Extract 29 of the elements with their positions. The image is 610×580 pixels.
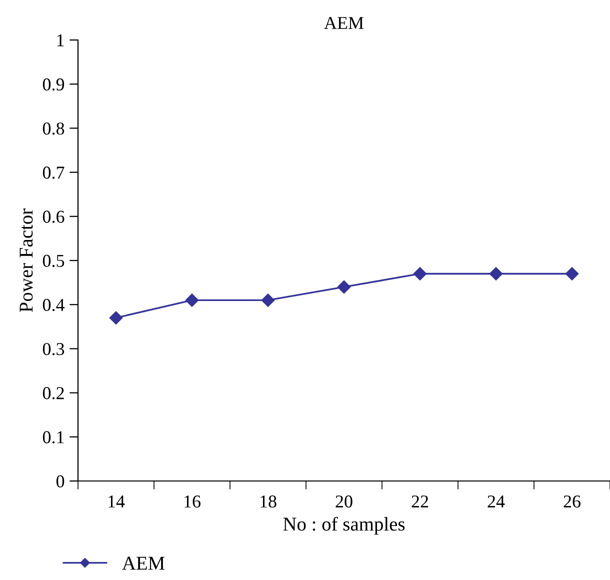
x-axis-title: No : of samples bbox=[283, 516, 405, 535]
chart-title: AEM bbox=[324, 16, 364, 29]
y-tick-label: 0.8 bbox=[42, 122, 64, 135]
point bbox=[489, 267, 503, 280]
point bbox=[109, 311, 123, 324]
y-tick-label: 0.9 bbox=[42, 78, 64, 91]
y-tick-label: 0.3 bbox=[42, 342, 64, 356]
point bbox=[261, 294, 275, 307]
point bbox=[413, 267, 427, 280]
point bbox=[565, 267, 579, 280]
y-tick-label: 0 bbox=[56, 475, 64, 488]
x-tick-label: 26 bbox=[564, 495, 580, 508]
y-tick-label: 0.4 bbox=[42, 298, 65, 312]
x-tick-label: 18 bbox=[260, 495, 276, 508]
x-tick-label: 20 bbox=[336, 495, 352, 508]
y-tick-label: 1 bbox=[57, 34, 64, 46]
y-tick-label: 0.1 bbox=[42, 431, 64, 444]
y-axis-title: Power Factor bbox=[20, 208, 33, 312]
y-tick-label: 0.7 bbox=[42, 166, 64, 179]
x-tick-label: 16 bbox=[184, 495, 200, 508]
y-tick-label: 0.6 bbox=[42, 210, 64, 223]
x-tick-label: 22 bbox=[412, 495, 428, 508]
y-tick-label: 0.5 bbox=[42, 254, 64, 268]
y-tick-label: 0.2 bbox=[42, 387, 64, 400]
legend-label: AEM bbox=[122, 556, 165, 570]
x-tick-label: 24 bbox=[488, 495, 505, 508]
point bbox=[337, 280, 351, 294]
point bbox=[185, 294, 199, 307]
x-tick-label: 14 bbox=[108, 496, 125, 508]
